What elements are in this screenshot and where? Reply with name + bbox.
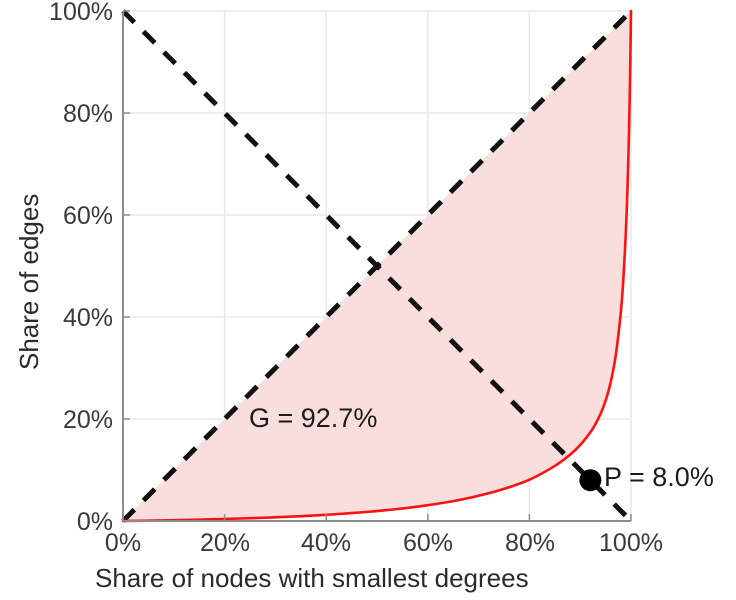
palma-point-marker — [579, 469, 602, 492]
x-tick-label-20: 20% — [199, 529, 251, 557]
x-axis-title: Share of nodes with smallest degrees — [95, 563, 529, 593]
y-tick-label-80: 80% — [62, 100, 113, 128]
lorenz-curve-line — [121, 9, 633, 523]
y-tick-label-20: 20% — [62, 406, 113, 434]
x-tick-label-100: 100% — [599, 529, 663, 557]
y-tick-label-40: 40% — [62, 304, 113, 332]
y-tick-label-100: 100% — [49, 0, 113, 26]
y-tick-label-60: 60% — [62, 202, 113, 230]
x-tick-label-60: 60% — [402, 529, 454, 557]
palma-annotation: P = 8.0% — [604, 462, 714, 492]
x-tick-label-80: 80% — [504, 529, 556, 557]
equality-dashed-line — [121, 9, 633, 523]
y-axis-title: Share of edges — [14, 193, 44, 370]
y-tick-label-0: 0% — [76, 508, 113, 536]
tick-marks — [122, 10, 632, 522]
x-tick-label-0: 0% — [104, 529, 142, 557]
x-tick-label-40: 40% — [300, 529, 352, 557]
gini-annotation: G = 92.7% — [249, 403, 378, 433]
